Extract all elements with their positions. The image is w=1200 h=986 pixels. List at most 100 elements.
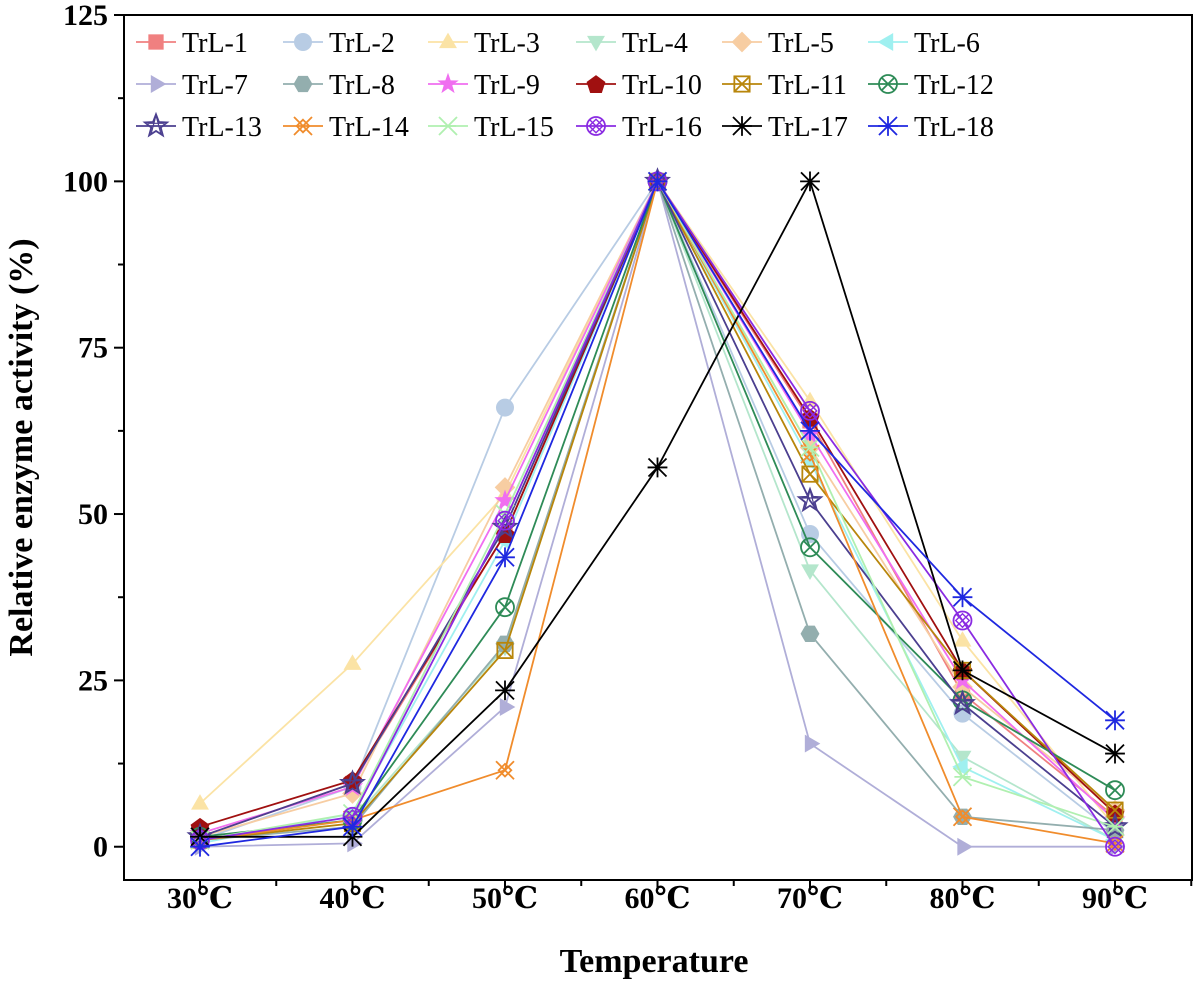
data-point-trl-17	[800, 171, 820, 192]
legend-entry-trl-13: TrL-13	[136, 111, 262, 143]
series-line-trl-15	[199, 179, 1116, 841]
series-line-trl-8	[199, 178, 1116, 841]
legend-entry-trl-6: TrL-6	[868, 28, 980, 59]
series-line-trl-3	[199, 179, 1116, 828]
x-tick-label: 40℃	[320, 882, 386, 915]
legend-entry-trl-15: TrL-15	[428, 112, 554, 143]
x-tick-label: 70℃	[777, 882, 843, 915]
y-tick-label: 50	[78, 498, 108, 531]
data-point-trl-14	[952, 807, 973, 827]
series-trl-15	[190, 171, 1125, 850]
data-point-trl-18	[952, 587, 973, 608]
legend-marker	[878, 74, 898, 94]
data-point-trl-15	[1105, 817, 1125, 837]
series-line-trl-13	[199, 179, 1116, 838]
legend-marker	[142, 111, 170, 138]
series-line-trl-2	[199, 179, 1116, 841]
data-point-trl-15	[800, 437, 820, 458]
data-point-trl-5	[952, 676, 973, 698]
legend-entry-trl-16: TrL-16	[576, 112, 702, 143]
data-point-trl-12	[495, 597, 515, 618]
data-point-trl-18	[800, 420, 820, 441]
data-point-trl-16	[800, 401, 820, 421]
x-tick-label: 30℃	[167, 882, 233, 915]
series-trl-13	[186, 167, 1129, 849]
legend-marker	[586, 116, 606, 136]
legend-label: TrL-15	[474, 112, 554, 143]
data-point-trl-4	[953, 750, 972, 767]
legend-label: TrL-7	[182, 70, 248, 101]
data-point-trl-18	[342, 816, 363, 837]
data-point-trl-17	[1105, 743, 1125, 764]
legend: TrL-1 TrL-2 TrL-3 TrL-4 TrL-5 TrL-6 TrL-7 TrL-8…	[136, 28, 994, 143]
data-point-trl-14	[495, 760, 515, 780]
legend-entry-trl-17: TrL-17	[722, 112, 848, 143]
series-trl-5	[189, 171, 1126, 848]
legend-marker	[878, 116, 898, 136]
data-point-trl-7	[804, 734, 821, 753]
data-point-trl-17	[342, 826, 363, 847]
series-trl-3	[191, 172, 1124, 833]
data-point-trl-12	[1105, 780, 1125, 801]
series-line-trl-14	[199, 178, 1116, 845]
data-point-trl-18	[647, 171, 668, 192]
legend-entry-trl-18: TrL-18	[868, 112, 994, 143]
legend-entry-trl-7: TrL-7	[136, 70, 248, 101]
legend-marker	[439, 32, 457, 49]
data-point-trl-13	[796, 486, 824, 513]
series-line-trl-11	[199, 178, 1116, 841]
y-tick-label: 100	[63, 165, 108, 198]
data-point-trl-11	[496, 641, 514, 659]
legend-label: TrL-10	[622, 70, 702, 101]
series-trl-6	[189, 172, 1121, 853]
y-axis: 0 25 50 75 100 125	[63, 0, 124, 864]
data-point-trl-6	[952, 757, 968, 776]
legend-label: TrL-18	[914, 112, 994, 143]
legend-label: TrL-11	[768, 70, 847, 101]
data-point-trl-18	[190, 836, 210, 857]
data-point-trl-16	[1105, 836, 1125, 857]
legend-entry-trl-14: TrL-14	[283, 112, 409, 143]
data-point-trl-18	[495, 547, 515, 568]
data-point-trl-12	[800, 537, 820, 558]
data-point-trl-17	[495, 680, 515, 701]
series-line-trl-1	[199, 179, 1116, 838]
series-trl-12	[190, 171, 1125, 847]
legend-entry-trl-1: TrL-1	[136, 28, 248, 59]
legend-label: TrL-17	[768, 112, 848, 143]
data-point-trl-15	[342, 803, 363, 824]
y-tick-label: 25	[78, 664, 108, 697]
legend-label: TrL-6	[914, 28, 980, 59]
data-point-trl-16	[952, 610, 973, 631]
y-tick-label: 75	[78, 332, 108, 365]
legend-label: TrL-8	[329, 70, 395, 101]
series-trl-18	[190, 171, 1125, 857]
y-axis-title: Relative enzyme activity (%)	[3, 238, 40, 656]
legend-entry-trl-4: TrL-4	[576, 28, 688, 59]
legend-marker	[586, 75, 606, 94]
data-point-trl-13	[338, 769, 367, 796]
series-layer	[186, 167, 1129, 857]
legend-entry-trl-3: TrL-3	[428, 28, 540, 59]
legend-entry-trl-12: TrL-12	[868, 70, 994, 101]
legend-label: TrL-9	[474, 70, 540, 101]
data-point-trl-5	[494, 477, 516, 498]
legend-marker	[294, 33, 312, 51]
data-point-trl-18	[1105, 710, 1125, 731]
data-point-trl-13	[948, 689, 977, 716]
legend-label: TrL-2	[329, 28, 395, 59]
data-point-trl-13	[1101, 812, 1129, 839]
series-line-trl-6	[199, 179, 1116, 845]
series-line-trl-7	[199, 177, 1115, 848]
x-tick-label: 90℃	[1082, 882, 1148, 915]
series-line-trl-16	[199, 179, 1116, 848]
legend-label: TrL-5	[768, 28, 834, 59]
series-trl-7	[194, 172, 1126, 856]
legend-entry-trl-2: TrL-2	[283, 28, 395, 59]
data-point-trl-17	[952, 660, 973, 681]
x-tick-label: 80℃	[930, 882, 996, 915]
data-point-trl-4	[801, 564, 819, 580]
legend-label: TrL-13	[182, 112, 262, 143]
series-trl-9	[189, 170, 1126, 843]
legend-label: TrL-12	[914, 70, 994, 101]
